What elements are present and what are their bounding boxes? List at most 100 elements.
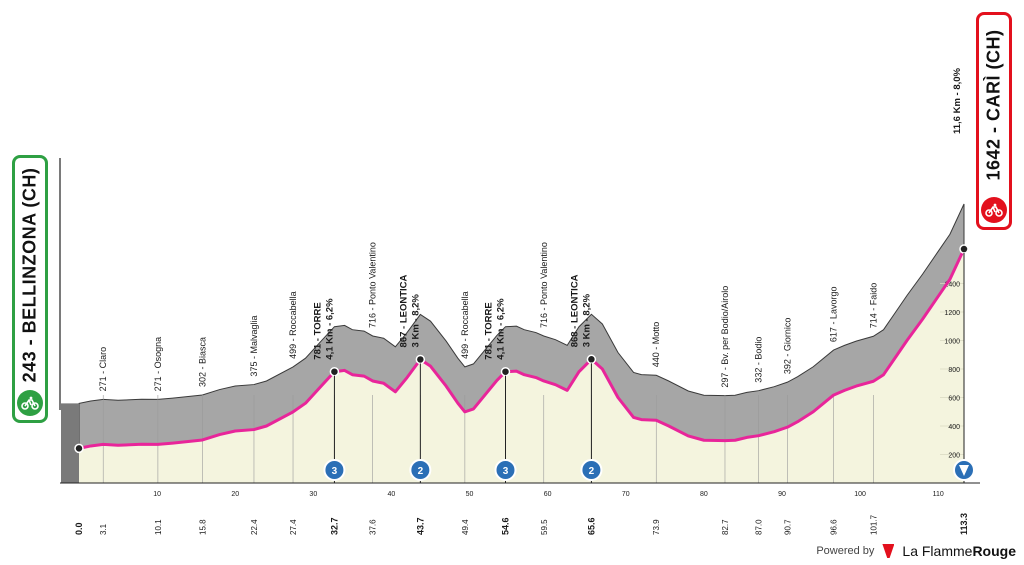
distance-label: 82.7 xyxy=(721,519,730,535)
start-label: 243 - BELLINZONA (CH) xyxy=(19,167,40,383)
cyclist-icon xyxy=(17,390,43,416)
climb-category-badge xyxy=(323,459,346,481)
waypoint-label: 714 - Faido xyxy=(868,283,878,329)
distance-label: 65.6 xyxy=(586,517,596,535)
km-tick-label: 70 xyxy=(622,491,630,498)
powered-by: Powered by xyxy=(816,545,875,557)
climb-category-badge xyxy=(409,459,432,481)
distance-label-text: 22.4 xyxy=(250,519,259,535)
climb-summit-dot xyxy=(415,354,426,365)
waypoint-text: 714 - Faido xyxy=(868,283,878,329)
climb-category-badge xyxy=(580,459,603,481)
waypoint-label: 271 - Osogna xyxy=(153,337,163,392)
brand-part-a: La Flamme xyxy=(902,543,973,559)
finish-climb-detail: 11,6 Km - 8,0% xyxy=(952,67,963,134)
distance-label-text: 10.1 xyxy=(154,519,163,535)
waypoint-text: 297 - Bv. per Bodio/Airolo xyxy=(720,286,730,388)
km-tick-label: 10 xyxy=(153,491,161,498)
waypoint-text: 271 - Claro xyxy=(98,347,108,392)
profile-line xyxy=(78,248,966,450)
climb-name: 781 - TORRE xyxy=(483,302,494,359)
finish-dot xyxy=(959,244,969,254)
waypoint-label: 440 - Motto xyxy=(651,322,661,368)
profile-line-path xyxy=(78,248,966,450)
waypoint-label: 375 - Malvaglia xyxy=(249,316,259,377)
distance-label-text: 27.4 xyxy=(289,519,298,535)
waypoint-label: 617 - Lavorgo xyxy=(829,287,839,343)
climb-label: 867 - LEONTICA 3 Km - 8,2% xyxy=(398,274,421,347)
distance-label-text: 113.3 xyxy=(959,513,969,535)
flame-logo-icon xyxy=(882,544,895,558)
climb-label: 781 - TORRE 4,1 Km - 6,2% xyxy=(483,298,506,360)
climb-name: 868 - LEONTICA xyxy=(569,274,580,347)
km-tick-label: 100 xyxy=(854,491,866,498)
km-tick-label: 50 xyxy=(466,491,474,498)
climb-label: 868 - LEONTICA 3 Km - 8,2% xyxy=(569,274,592,347)
distance-label-text: 96.6 xyxy=(830,519,839,535)
distance-label-text: 32.7 xyxy=(329,517,339,535)
distance-label: 54.6 xyxy=(500,517,510,535)
distance-label-text: 87.0 xyxy=(755,519,764,535)
climb-summit-dot xyxy=(586,354,597,365)
distance-label: 87.0 xyxy=(755,519,764,535)
finish-badge: 1642 - CARÌ (CH) xyxy=(976,12,1012,230)
finish-climb-label: 11,6 Km - 8,0% xyxy=(952,67,963,134)
climb-detail: 3 Km - 8,2% xyxy=(581,293,592,347)
km-tick-label: 60 xyxy=(544,491,552,498)
climb-label: 781 - TORRE 4,1 Km - 6,2% xyxy=(312,298,335,360)
distance-label: 27.4 xyxy=(289,519,298,535)
climb-detail: 4,1 Km - 6,2% xyxy=(495,298,506,360)
distance-label: 73.9 xyxy=(652,519,661,535)
climb-summit-dot xyxy=(329,366,340,377)
waypoint-label: 499 - Roccabella xyxy=(288,291,298,359)
waypoint-text: 716 - Ponto Valentino xyxy=(539,242,549,328)
distance-label-text: 65.6 xyxy=(586,517,596,535)
profile-fill xyxy=(59,158,965,484)
km-tick-label: 80 xyxy=(700,491,708,498)
climb-category-label: 3 xyxy=(503,466,509,477)
distance-label-text: 15.8 xyxy=(198,519,207,535)
distance-label: 22.4 xyxy=(250,519,259,535)
altitude-tick-label: 800 xyxy=(948,367,960,374)
km-tick-label: 40 xyxy=(388,491,396,498)
distance-label-text: 59.5 xyxy=(540,519,549,535)
waypoint-text: 332 - Bodio xyxy=(754,337,764,383)
waypoint-label: 332 - Bodio xyxy=(754,337,764,383)
distance-label: 101.7 xyxy=(869,514,878,535)
climb-category-label: 3 xyxy=(332,466,338,477)
km-tick-label: 30 xyxy=(309,491,317,498)
distance-axis: 10 20 30 40 50 60 70 80 90 100 110 0.0 3.1 10.1 15.8 22… xyxy=(60,482,980,535)
cyclist-icon xyxy=(981,197,1007,223)
start-dot xyxy=(74,443,84,454)
climb-detail: 4,1 Km - 6,2% xyxy=(324,298,335,360)
waypoint-text: 271 - Osogna xyxy=(153,337,163,392)
arrival-flag-icon xyxy=(959,465,969,476)
climb-name: 781 - TORRE xyxy=(312,302,323,359)
distance-label: 32.7 xyxy=(329,517,339,535)
distance-label: 37.6 xyxy=(369,519,378,535)
distance-label: 3.1 xyxy=(99,523,108,535)
footer-brand: Powered by La FlammeRouge xyxy=(816,543,1016,559)
distance-label-text: 3.1 xyxy=(99,523,108,535)
distance-label: 43.7 xyxy=(415,517,425,535)
distance-label-text: 37.6 xyxy=(369,519,378,535)
distance-label: 49.4 xyxy=(461,519,470,535)
start-badge: 243 - BELLINZONA (CH) xyxy=(12,155,48,423)
brand-name: La FlammeRouge xyxy=(902,543,1016,559)
waypoint-text: 499 - Roccabella xyxy=(460,291,470,359)
profile-fill-area xyxy=(79,249,964,483)
distance-label-text: 101.7 xyxy=(869,514,878,535)
distance-label-text: 54.6 xyxy=(500,517,510,535)
distance-label: 96.6 xyxy=(830,519,839,535)
waypoint-text: 499 - Roccabella xyxy=(288,291,298,359)
brand-part-b: Rouge xyxy=(972,543,1016,559)
waypoint-label: 716 - Ponto Valentino xyxy=(368,242,378,328)
finish-label: 1642 - CARÌ (CH) xyxy=(983,29,1004,181)
waypoint-labels: 781 - TORRE 4,1 Km - 6,2% 867 - LEONTICA 3 … xyxy=(98,67,963,391)
waypoint-label: 716 - Ponto Valentino xyxy=(539,242,549,328)
waypoint-text: 716 - Ponto Valentino xyxy=(368,242,378,328)
altitude-tick-label: 1200 xyxy=(944,310,960,317)
climb-markers: 3 2 3 2 xyxy=(74,244,975,483)
distance-label: 0.0 xyxy=(74,522,84,535)
distance-label: 10.1 xyxy=(154,519,163,535)
